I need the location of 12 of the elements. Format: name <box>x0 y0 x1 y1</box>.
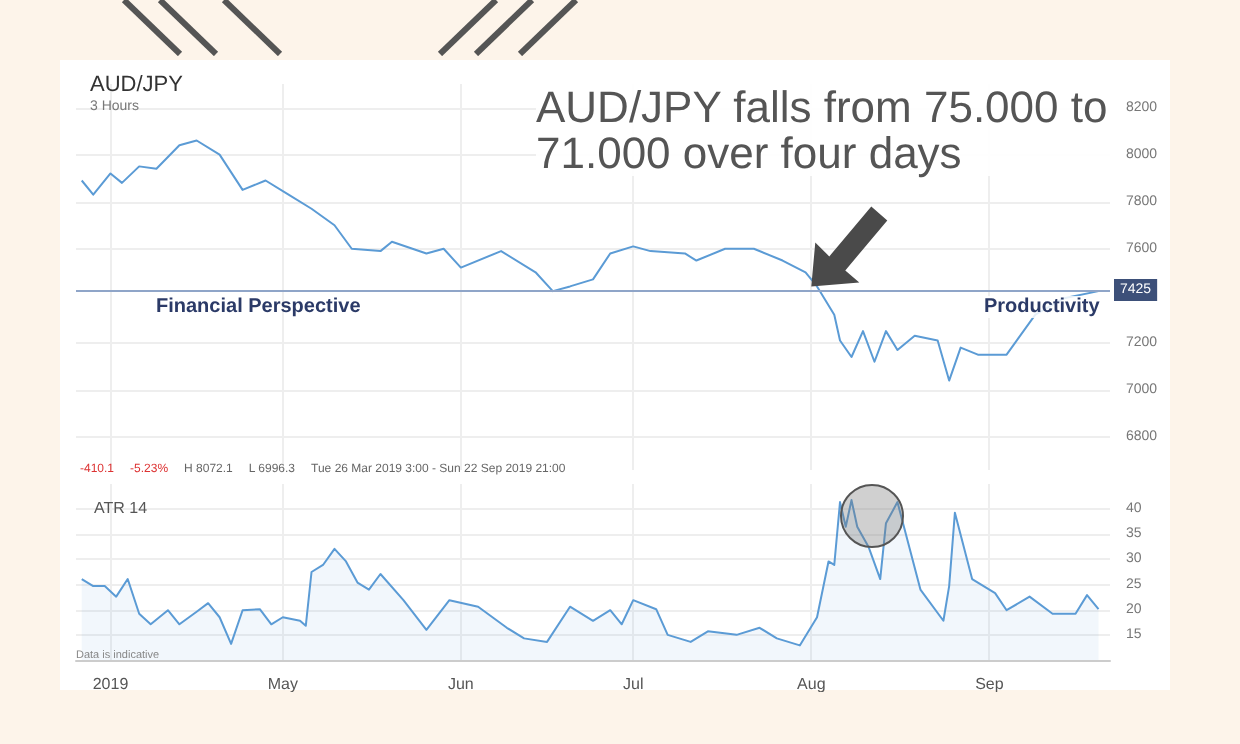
text: ATR 14 <box>94 499 149 517</box>
annotation: Financial Perspective <box>156 296 361 318</box>
annotation: AUD/JPY falls from 75.000 to 71.000 over four days <box>536 82 1126 178</box>
chart-title: AUD/JPY <box>90 73 185 97</box>
x-tick-label: May <box>267 675 298 693</box>
x-tick-label: Aug <box>797 675 826 693</box>
x-tick-label: Jul <box>622 675 644 693</box>
x-tick-label: Sep <box>975 675 1005 693</box>
x-tick-label: Jun <box>447 675 474 693</box>
line-series <box>80 139 1100 382</box>
annotation: Productivity <box>984 296 1100 318</box>
x-tick-label: 2019 <box>92 675 130 693</box>
